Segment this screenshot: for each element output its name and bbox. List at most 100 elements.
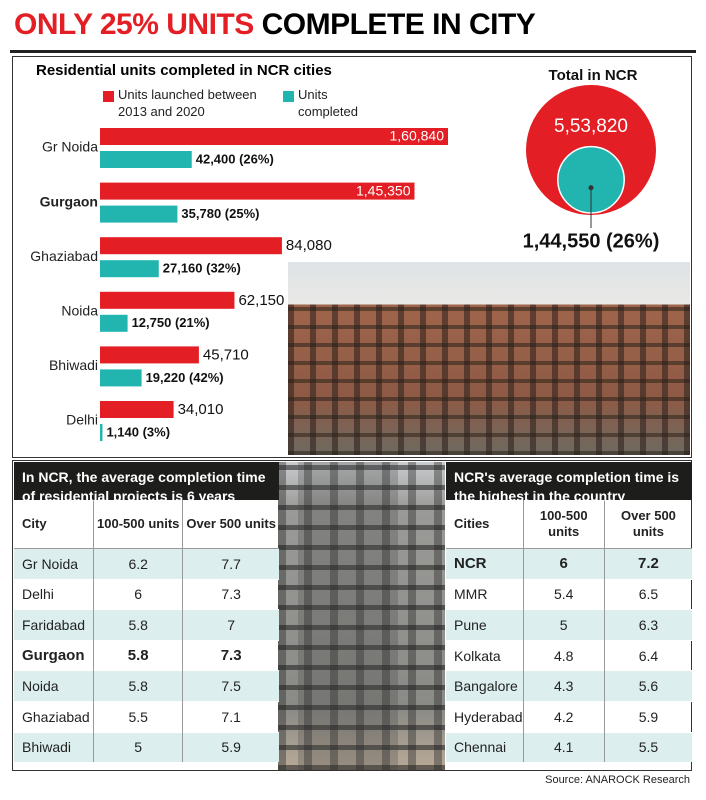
value-label: 34,010 [178, 401, 224, 418]
table-cell: 6 [522, 548, 605, 580]
table-cell: 7.2 [603, 548, 692, 580]
value-label: 12,750 (21%) [132, 315, 210, 330]
headline-rest: COMPLETE IN CITY [261, 8, 536, 41]
bar [100, 182, 415, 200]
table-cell: 4.8 [522, 639, 605, 671]
table-cell: 5 [93, 731, 183, 763]
table: In NCR, the average completion time of r… [14, 462, 279, 763]
table-cell: 7.3 [182, 639, 279, 671]
value-label: 84,080 [286, 237, 332, 254]
table-row: Chennai 4.1 5.5 [446, 731, 692, 763]
legend-label: Units launched between 2013 and 2020 [118, 87, 257, 119]
headline-highlight: ONLY 25% UNITS [14, 8, 254, 41]
table-cell: 4.2 [522, 700, 605, 733]
leader-dot [588, 185, 594, 191]
table-cell: 7.7 [182, 548, 279, 580]
value-label: 42,400 (26%) [196, 151, 274, 166]
category-label: Bhiwadi [49, 357, 98, 373]
category-label: Ghaziabad [30, 248, 98, 264]
header-row: City 100-500 units Over 500 units [14, 500, 279, 549]
category-label: Noida [61, 303, 98, 319]
table: NCR's average completion time is the hig… [446, 462, 692, 763]
category-label: Delhi [66, 412, 98, 428]
value-label: 35,780 (25%) [181, 206, 259, 221]
table-row: Gr Noida 6.2 7.7 [14, 548, 279, 580]
legend-swatch [283, 91, 294, 102]
column-header: Cities [446, 500, 523, 549]
table-cell: Faridabad [14, 609, 94, 641]
total-launched-label: 5,53,820 [554, 116, 628, 137]
table-cell: 5.5 [603, 731, 692, 763]
bar [100, 314, 128, 332]
table-cell: Gr Noida [14, 548, 94, 580]
table-cell: 5.9 [182, 731, 279, 763]
category-label: Gurgaon [40, 193, 98, 209]
table-cell: Hyderabad [446, 700, 523, 733]
column-header: Over 500 units [182, 500, 279, 549]
chart-title: Residential units completed in NCR citie… [36, 62, 332, 79]
table-cell: 6.2 [93, 548, 183, 580]
header-row: Cities 100-500 units Over 500 units [446, 500, 692, 549]
table-row: Bangalore 4.3 5.6 [446, 670, 692, 702]
category-label: Gr Noida [42, 139, 98, 155]
bar [100, 401, 174, 418]
rule [10, 50, 696, 53]
table-title: NCR's average completion time is the hig… [446, 462, 692, 504]
headline: ONLY 25% UNITS COMPLETE IN CITY [14, 8, 536, 42]
table-cell: 7 [182, 609, 279, 641]
bar [100, 369, 142, 387]
table-row: MMR 5.4 6.5 [446, 578, 692, 610]
table-cell: 7.1 [182, 700, 279, 733]
table-cell: Gurgaon [14, 639, 94, 671]
bar [100, 260, 159, 278]
value-label: 1,140 (3%) [106, 424, 170, 439]
table-row: NCR 6 7.2 [446, 548, 692, 580]
table-cell: 5.8 [93, 670, 183, 702]
table-row: Gurgaon 5.8 7.3 [14, 639, 279, 671]
table-row: Kolkata 4.8 6.4 [446, 639, 692, 671]
table-cell: NCR [446, 548, 523, 580]
table-cell: Noida [14, 670, 94, 702]
table-cell: Bangalore [446, 670, 523, 702]
column-header: City [14, 500, 94, 549]
legend-label: Units completed [298, 87, 358, 119]
table-cell: 4.3 [522, 670, 605, 702]
table-cell: 5.4 [522, 578, 605, 610]
column-header: Over 500 units [603, 500, 692, 549]
table-cell: 5.9 [603, 700, 692, 733]
data-table: Cities 100-500 units Over 500 units NCR 6 7.2… [446, 500, 692, 763]
value-label: 1,60,840 [390, 128, 445, 144]
bar [100, 346, 199, 364]
table-cell: 5.6 [603, 670, 692, 702]
table-cell: Chennai [446, 731, 523, 763]
table-cell: 5.8 [93, 609, 183, 641]
tower-photo [278, 462, 445, 770]
total-completed-label: 1,44,550 (26%) [523, 230, 660, 252]
table-cell: MMR [446, 578, 523, 610]
table-row: Noida 5.8 7.5 [14, 670, 279, 702]
table-cell: 5.8 [93, 639, 183, 671]
value-label: 1,45,350 [356, 182, 411, 198]
table-row: Bhiwadi 5 5.9 [14, 731, 279, 763]
table-cell: Bhiwadi [14, 731, 94, 763]
table-row: Faridabad 5.8 7 [14, 609, 279, 641]
table-title: In NCR, the average completion time of r… [14, 462, 279, 504]
total-title: Total in NCR [549, 67, 638, 84]
table-row: Pune 5 6.3 [446, 609, 692, 641]
column-header: 100-500 units [522, 500, 605, 549]
bar [100, 424, 103, 441]
table-cell: 6 [93, 578, 183, 610]
table-cell: Pune [446, 609, 523, 641]
table-cell: 6.4 [603, 639, 692, 671]
bar [100, 128, 448, 145]
table-cell: Ghaziabad [14, 700, 94, 733]
table-row: Ghaziabad 5.5 7.1 [14, 700, 279, 733]
column-header: 100-500 units [93, 500, 183, 549]
table-row: Delhi 6 7.3 [14, 578, 279, 610]
legend-swatch [103, 91, 114, 102]
data-table: City 100-500 units Over 500 units Gr Noida 6… [14, 500, 279, 763]
bar [100, 205, 178, 223]
value-label: 45,710 [203, 346, 249, 363]
